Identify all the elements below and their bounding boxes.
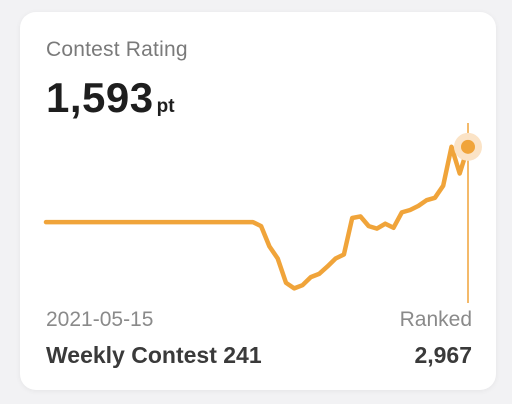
contest-rating-card: Contest Rating 1,593 pt 2021-05-15 Weekl…	[20, 12, 496, 390]
rating-display: 1,593 pt	[46, 74, 175, 122]
ranked-value: 2,967	[414, 342, 472, 368]
contest-name: Weekly Contest 241	[46, 342, 262, 368]
selected-point-halo	[454, 132, 482, 161]
card-title: Contest Rating	[46, 38, 188, 61]
selected-point-marker	[461, 139, 475, 154]
ranked-label: Ranked	[399, 308, 472, 331]
rating-series-line	[43, 144, 471, 291]
rating-line-chart[interactable]	[20, 12, 496, 390]
rating-unit: pt	[156, 96, 175, 117]
rating-value: 1,593	[46, 74, 154, 121]
contest-date: 2021-05-15	[46, 308, 154, 331]
